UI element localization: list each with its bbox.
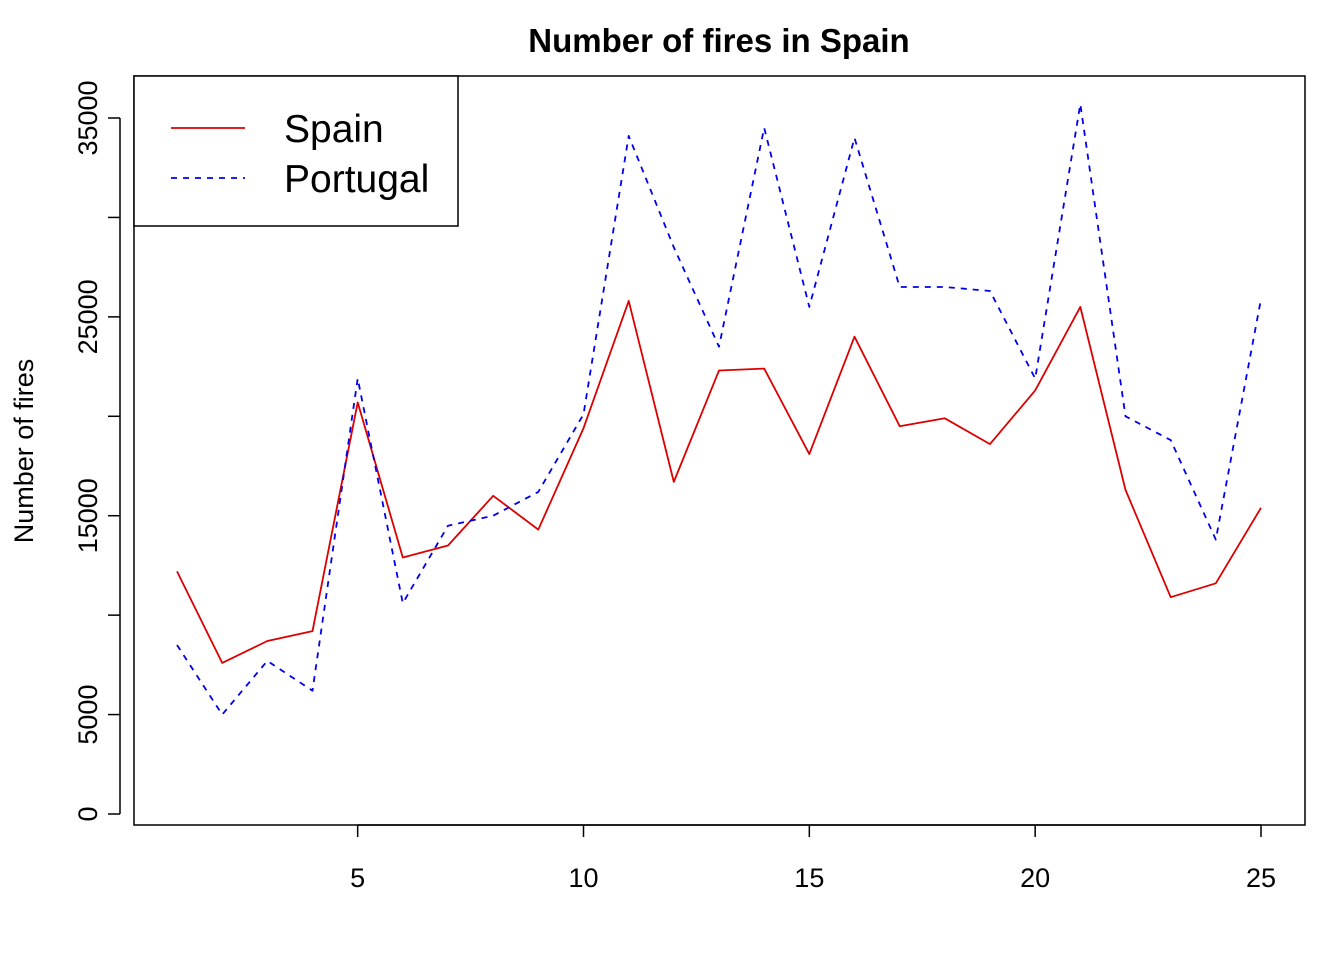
series-layer <box>176 103 1262 716</box>
legend-label-spain: Spain <box>284 108 384 151</box>
x-tick-label: 20 <box>1020 863 1050 893</box>
legend: Spain Portugal <box>133 75 459 227</box>
y-axis: 0 5000 15000 25000 35000 <box>73 80 121 822</box>
series-line-portugal <box>176 103 1262 716</box>
y-tick-label: 35000 <box>73 80 103 155</box>
x-tick-label: 5 <box>350 863 365 893</box>
x-tick-label: 25 <box>1246 863 1276 893</box>
legend-label-portugal: Portugal <box>284 158 429 201</box>
chart-title: Number of fires in Spain <box>528 22 909 59</box>
legend-box <box>133 75 459 227</box>
x-axis: 5 10 15 20 25 <box>350 824 1276 893</box>
x-tick-label: 10 <box>568 863 598 893</box>
y-tick-label: 15000 <box>73 478 103 553</box>
x-tick-label: 15 <box>794 863 824 893</box>
y-tick-label: 25000 <box>73 279 103 354</box>
series-line-spain <box>176 299 1262 664</box>
y-tick-label: 5000 <box>73 685 103 745</box>
y-axis-label: Number of fires <box>9 359 39 544</box>
y-tick-label: 0 <box>73 806 103 821</box>
